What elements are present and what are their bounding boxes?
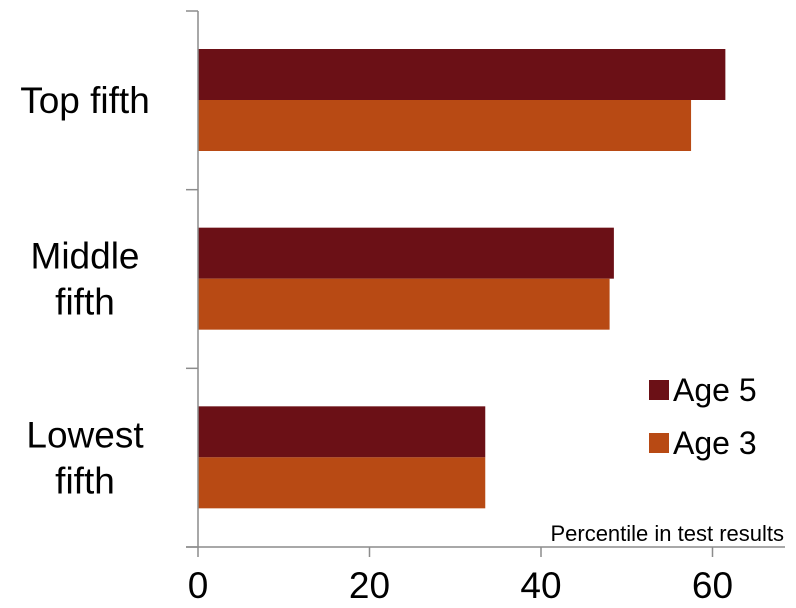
bar-age-5-middle-fifth [198,227,614,279]
legend-swatch-age-3 [649,433,669,453]
category-label: fifth [55,282,115,323]
legend: Age 5 Age 3 [649,372,757,461]
y-axis-ticks [186,10,198,548]
category-label: Top fifth [20,80,150,121]
bar-age-3-middle-fifth [198,278,610,330]
bar-age-5-lowest-fifth [198,406,486,458]
category-label: fifth [55,460,115,501]
bar-age-3-top-fifth [198,100,692,151]
bar-age-3-lowest-fifth [198,457,486,509]
category-label: Lowest [26,414,144,455]
bar-age-5-top-fifth [198,49,726,100]
legend-label: Age 3 [673,425,757,461]
x-tick-labels: 0 20 40 60 [188,565,733,606]
legend-swatch-age-5 [649,380,669,400]
x-tick-label: 20 [349,565,390,606]
category-labels: Top fifth Middle fifth Lowest fifth [20,80,150,501]
bars-group [198,49,726,509]
legend-label: Age 5 [673,372,757,408]
x-axis-label: Percentile in test results [550,521,784,546]
x-tick-label: 60 [692,565,733,606]
category-label: Middle [31,236,140,277]
x-tick-label: 40 [520,565,561,606]
x-axis-ticks [197,547,714,557]
x-tick-label: 0 [188,565,209,606]
